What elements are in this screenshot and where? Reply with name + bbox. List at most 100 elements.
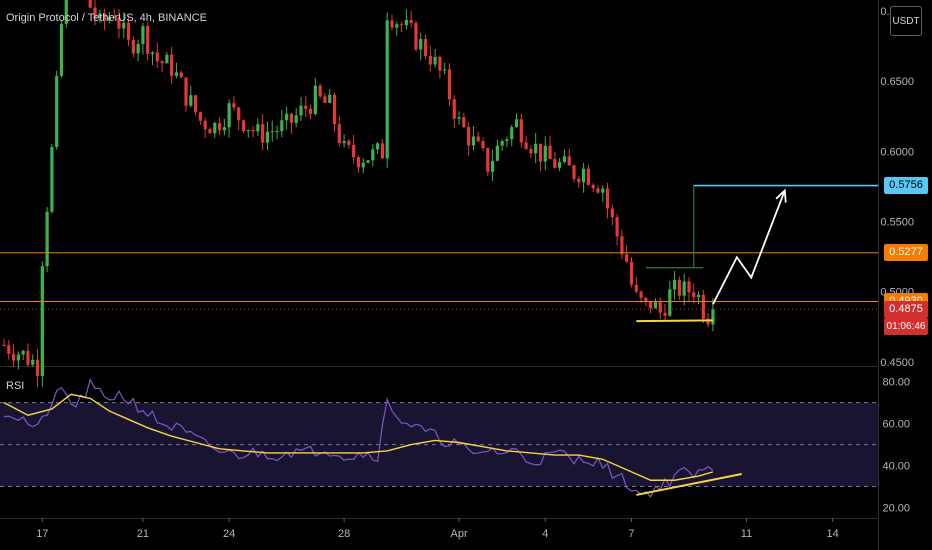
rsi-indicator-label[interactable]: RSI — [6, 380, 25, 392]
candle-body — [198, 112, 202, 121]
candle-body — [562, 156, 567, 163]
candle-body — [687, 281, 691, 293]
forecast-arrow-head — [775, 188, 787, 203]
grid — [0, 0, 879, 550]
candle-body — [371, 149, 375, 161]
candle-body — [706, 318, 710, 325]
candle-body — [184, 77, 188, 106]
time-tick-label: 24 — [223, 528, 235, 540]
candle-body — [366, 160, 370, 163]
candle-body — [629, 261, 634, 285]
candle-body — [7, 345, 11, 354]
candle-body — [88, 0, 92, 8]
candle-body — [586, 168, 590, 185]
candle-body — [285, 113, 289, 121]
candle-body — [241, 120, 246, 131]
rsi-pane — [0, 377, 878, 498]
candle-body — [126, 22, 131, 40]
candle-body — [696, 294, 701, 298]
candle-body — [495, 145, 499, 161]
rsi-tick-label: 60.00 — [882, 419, 910, 431]
time-tick-label: 11 — [741, 528, 752, 540]
candle-body — [658, 302, 662, 313]
candle-body — [146, 26, 150, 54]
candle-body — [45, 211, 49, 267]
candle-body — [428, 55, 432, 65]
candle-body — [529, 148, 533, 154]
currency-selector[interactable]: USDT — [890, 6, 922, 36]
candle-body — [55, 75, 59, 147]
candle-body — [438, 57, 442, 71]
candle-body — [553, 158, 557, 168]
candle-body — [189, 95, 193, 106]
candle-body — [21, 350, 25, 355]
candle-body — [581, 168, 586, 183]
candle-body — [40, 266, 44, 376]
candle-body — [337, 124, 341, 144]
candle-body — [481, 141, 485, 149]
candle-body — [31, 359, 35, 365]
candle-body — [443, 69, 447, 71]
candle-body — [270, 131, 274, 133]
candle-body — [93, 7, 97, 18]
candle-body — [471, 136, 476, 146]
rsi-ma-line — [3, 393, 714, 481]
candle-body — [409, 19, 413, 24]
candle-body — [275, 131, 279, 133]
candle-body — [313, 85, 317, 115]
candle-body — [217, 122, 222, 131]
candle-body — [486, 148, 490, 172]
candle-body — [107, 16, 111, 21]
candle-body — [141, 26, 145, 44]
candle-body — [227, 103, 231, 128]
candle-body — [399, 24, 404, 26]
candle-body — [572, 165, 576, 179]
candle-body — [395, 24, 399, 28]
forecast-arrow — [712, 190, 786, 305]
base-line — [636, 319, 713, 323]
candle-body — [208, 129, 212, 134]
price-tag: 0.4875 — [884, 300, 928, 318]
candle-body — [222, 127, 226, 131]
candle-body — [35, 359, 40, 376]
candle-body — [332, 94, 337, 125]
candle-body — [347, 141, 351, 145]
candle-body — [519, 119, 523, 143]
price-tick-label: 0.6500 — [880, 76, 914, 88]
candle-body — [452, 99, 456, 119]
candle-body — [165, 54, 169, 64]
candle-body — [179, 72, 183, 78]
time-tick-label: 28 — [338, 528, 350, 540]
candle-body — [102, 13, 107, 21]
candle-body — [500, 141, 504, 146]
candle-body — [203, 120, 207, 130]
time-tick-label: 4 — [542, 528, 548, 540]
rsi-divergence-line — [636, 472, 742, 496]
candle-body — [150, 52, 155, 54]
candle-body — [280, 120, 284, 132]
candle-body — [232, 103, 236, 108]
candle-body — [294, 115, 298, 123]
candle-body — [155, 52, 159, 62]
candle-body — [505, 139, 509, 142]
candle-body — [323, 96, 327, 103]
candle-body — [673, 279, 677, 290]
candle-body — [677, 279, 681, 296]
candle-body — [356, 157, 361, 168]
candle-body — [304, 105, 308, 109]
candle-body — [605, 188, 610, 209]
candle-body — [64, 0, 68, 24]
candle-body — [467, 127, 471, 146]
candle-body — [567, 156, 571, 166]
candle-body — [596, 188, 600, 193]
rsi-tick-label: 40.00 — [882, 461, 910, 473]
candle-body — [237, 107, 241, 121]
chart-title: Origin Protocol / TetherUS, 4h, BINANCE — [6, 12, 207, 24]
candle-body — [16, 354, 20, 361]
candle-body — [112, 16, 116, 18]
candle-body — [601, 188, 605, 193]
candle-body — [404, 19, 408, 26]
candle-body — [98, 13, 102, 18]
candle-body — [447, 69, 452, 100]
